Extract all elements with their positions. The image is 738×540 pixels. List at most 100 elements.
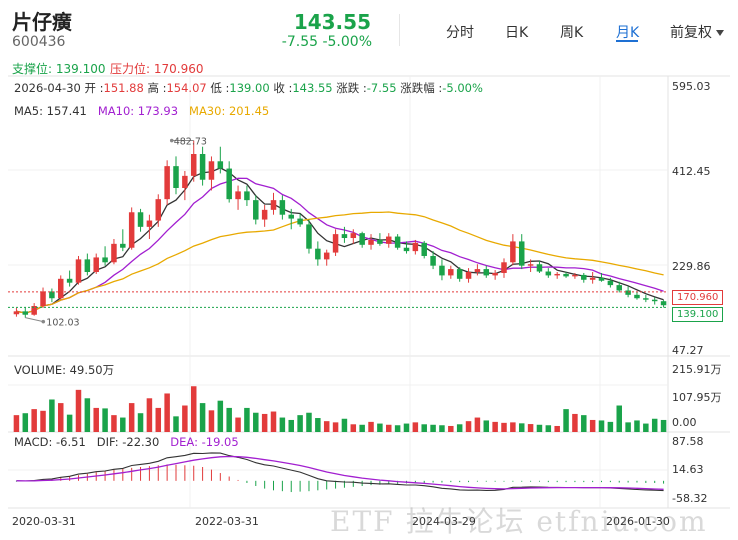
- volume-bar: [323, 421, 330, 432]
- candle-body: [217, 161, 224, 169]
- dea-value: DEA: -19.05: [170, 435, 239, 449]
- volume-bar: [155, 407, 162, 432]
- candle-body: [244, 191, 250, 201]
- info-pct-label: 涨跌幅 :: [400, 81, 443, 95]
- volume-bar: [253, 412, 259, 432]
- volume-bar: [545, 425, 552, 432]
- candle-body: [315, 248, 321, 260]
- candle-body: [536, 264, 543, 272]
- candle-body: [359, 233, 365, 245]
- volume-bar: [439, 425, 445, 432]
- candle-body: [253, 200, 259, 220]
- resistance-badge: 170.960: [672, 290, 724, 305]
- ma30-legend: MA30: 201.45: [189, 104, 270, 118]
- volume-bar: [102, 408, 108, 432]
- volume-bar: [483, 420, 490, 432]
- candle-body: [111, 243, 117, 263]
- candlestick-series: [13, 140, 667, 318]
- volume-bar: [341, 418, 348, 432]
- active-tab-indicator: [616, 40, 638, 42]
- candle-body: [563, 273, 569, 277]
- volume-bar: [190, 386, 197, 432]
- candle-body: [465, 272, 472, 279]
- watermark: ETF 拉牛论坛 etfniu.com: [330, 505, 708, 538]
- volume-bar: [288, 419, 294, 432]
- candle-body: [279, 200, 286, 215]
- volume-bar: [226, 407, 232, 432]
- candle-body: [164, 166, 170, 200]
- price-change: -7.55 -5.00%: [281, 34, 372, 50]
- candle-body: [22, 311, 29, 315]
- volume-bar: [368, 421, 374, 432]
- stock-code: 600436: [12, 34, 66, 50]
- volume-bar: [563, 409, 569, 432]
- volume-bar: [660, 419, 667, 432]
- candle-body: [456, 269, 463, 279]
- macd-axis-label: 14.63: [672, 463, 704, 476]
- info-chg: -7.55: [366, 81, 397, 95]
- tab-intraday[interactable]: 分时: [446, 25, 474, 41]
- candle-body: [332, 234, 339, 253]
- candle-body: [341, 234, 348, 239]
- min-pointer: [25, 317, 44, 323]
- candle-body: [31, 305, 37, 315]
- tab-daily-k[interactable]: 日K: [505, 25, 529, 41]
- adjustment-dropdown[interactable]: 前复权: [670, 22, 724, 42]
- candle-body: [173, 166, 179, 188]
- candle-body: [651, 299, 658, 302]
- volume-bar: [40, 410, 46, 432]
- header-divider: [399, 14, 400, 46]
- support-badge: 139.100: [672, 307, 724, 322]
- candle-body: [128, 212, 135, 248]
- chevron-down-icon: [716, 30, 724, 36]
- ma-legend: MA5: 157.41 MA10: 173.93 MA30: 201.45: [14, 104, 269, 118]
- info-chg-label: 涨跌 :: [336, 81, 367, 95]
- info-pct: -5.00%: [442, 81, 483, 95]
- info-date: 2026-04-30: [14, 81, 81, 95]
- candle-body: [75, 259, 82, 283]
- info-close: 143.55: [292, 81, 333, 95]
- support-level: 支撑位: 139.100: [12, 62, 106, 76]
- volume-bar: [359, 424, 365, 432]
- volume-bar: [128, 403, 135, 432]
- candle-body: [412, 242, 419, 252]
- candle-body: [634, 294, 640, 299]
- candle-body: [554, 273, 560, 276]
- volume-bar: [235, 417, 241, 432]
- support-resistance-lines: [8, 291, 668, 308]
- volume-bar: [448, 425, 454, 432]
- volume-bar: [598, 420, 605, 432]
- volume-bar: [554, 425, 560, 432]
- volume-axis-label: 107.95万: [672, 391, 722, 404]
- price-axis-label: 229.86: [672, 260, 711, 273]
- volume-bar: [66, 414, 73, 432]
- volume-bar: [572, 413, 578, 432]
- info-low-label: 低 :: [210, 81, 230, 95]
- volume-bar: [306, 412, 312, 432]
- tab-weekly-k[interactable]: 周K: [560, 25, 584, 41]
- candle-body: [84, 259, 91, 273]
- volume-bar: [536, 424, 543, 432]
- current-price: 143.55: [293, 10, 371, 34]
- volume-bar: [625, 422, 631, 432]
- volume-bar: [465, 421, 472, 432]
- volume-bar: [244, 407, 250, 432]
- macd-axis-label: -58.32: [672, 492, 708, 505]
- info-high: 154.07: [166, 81, 207, 95]
- candle-body: [625, 290, 631, 295]
- candle-body: [182, 175, 188, 188]
- volume-bar: [270, 411, 277, 432]
- max-price-label: 482.73: [174, 137, 207, 148]
- volume-bar: [350, 424, 357, 432]
- volume-bar: [386, 424, 392, 432]
- volume-bar: [261, 413, 268, 432]
- dif-value: DIF: -22.30: [96, 435, 160, 449]
- tab-monthly-k[interactable]: 月K: [616, 25, 640, 41]
- volume-bar: [492, 421, 498, 432]
- volume-bar: [430, 424, 436, 432]
- volume-bar: [297, 415, 303, 432]
- candle-body: [146, 220, 153, 227]
- candle-body: [199, 154, 206, 180]
- volume-bar: [474, 417, 481, 432]
